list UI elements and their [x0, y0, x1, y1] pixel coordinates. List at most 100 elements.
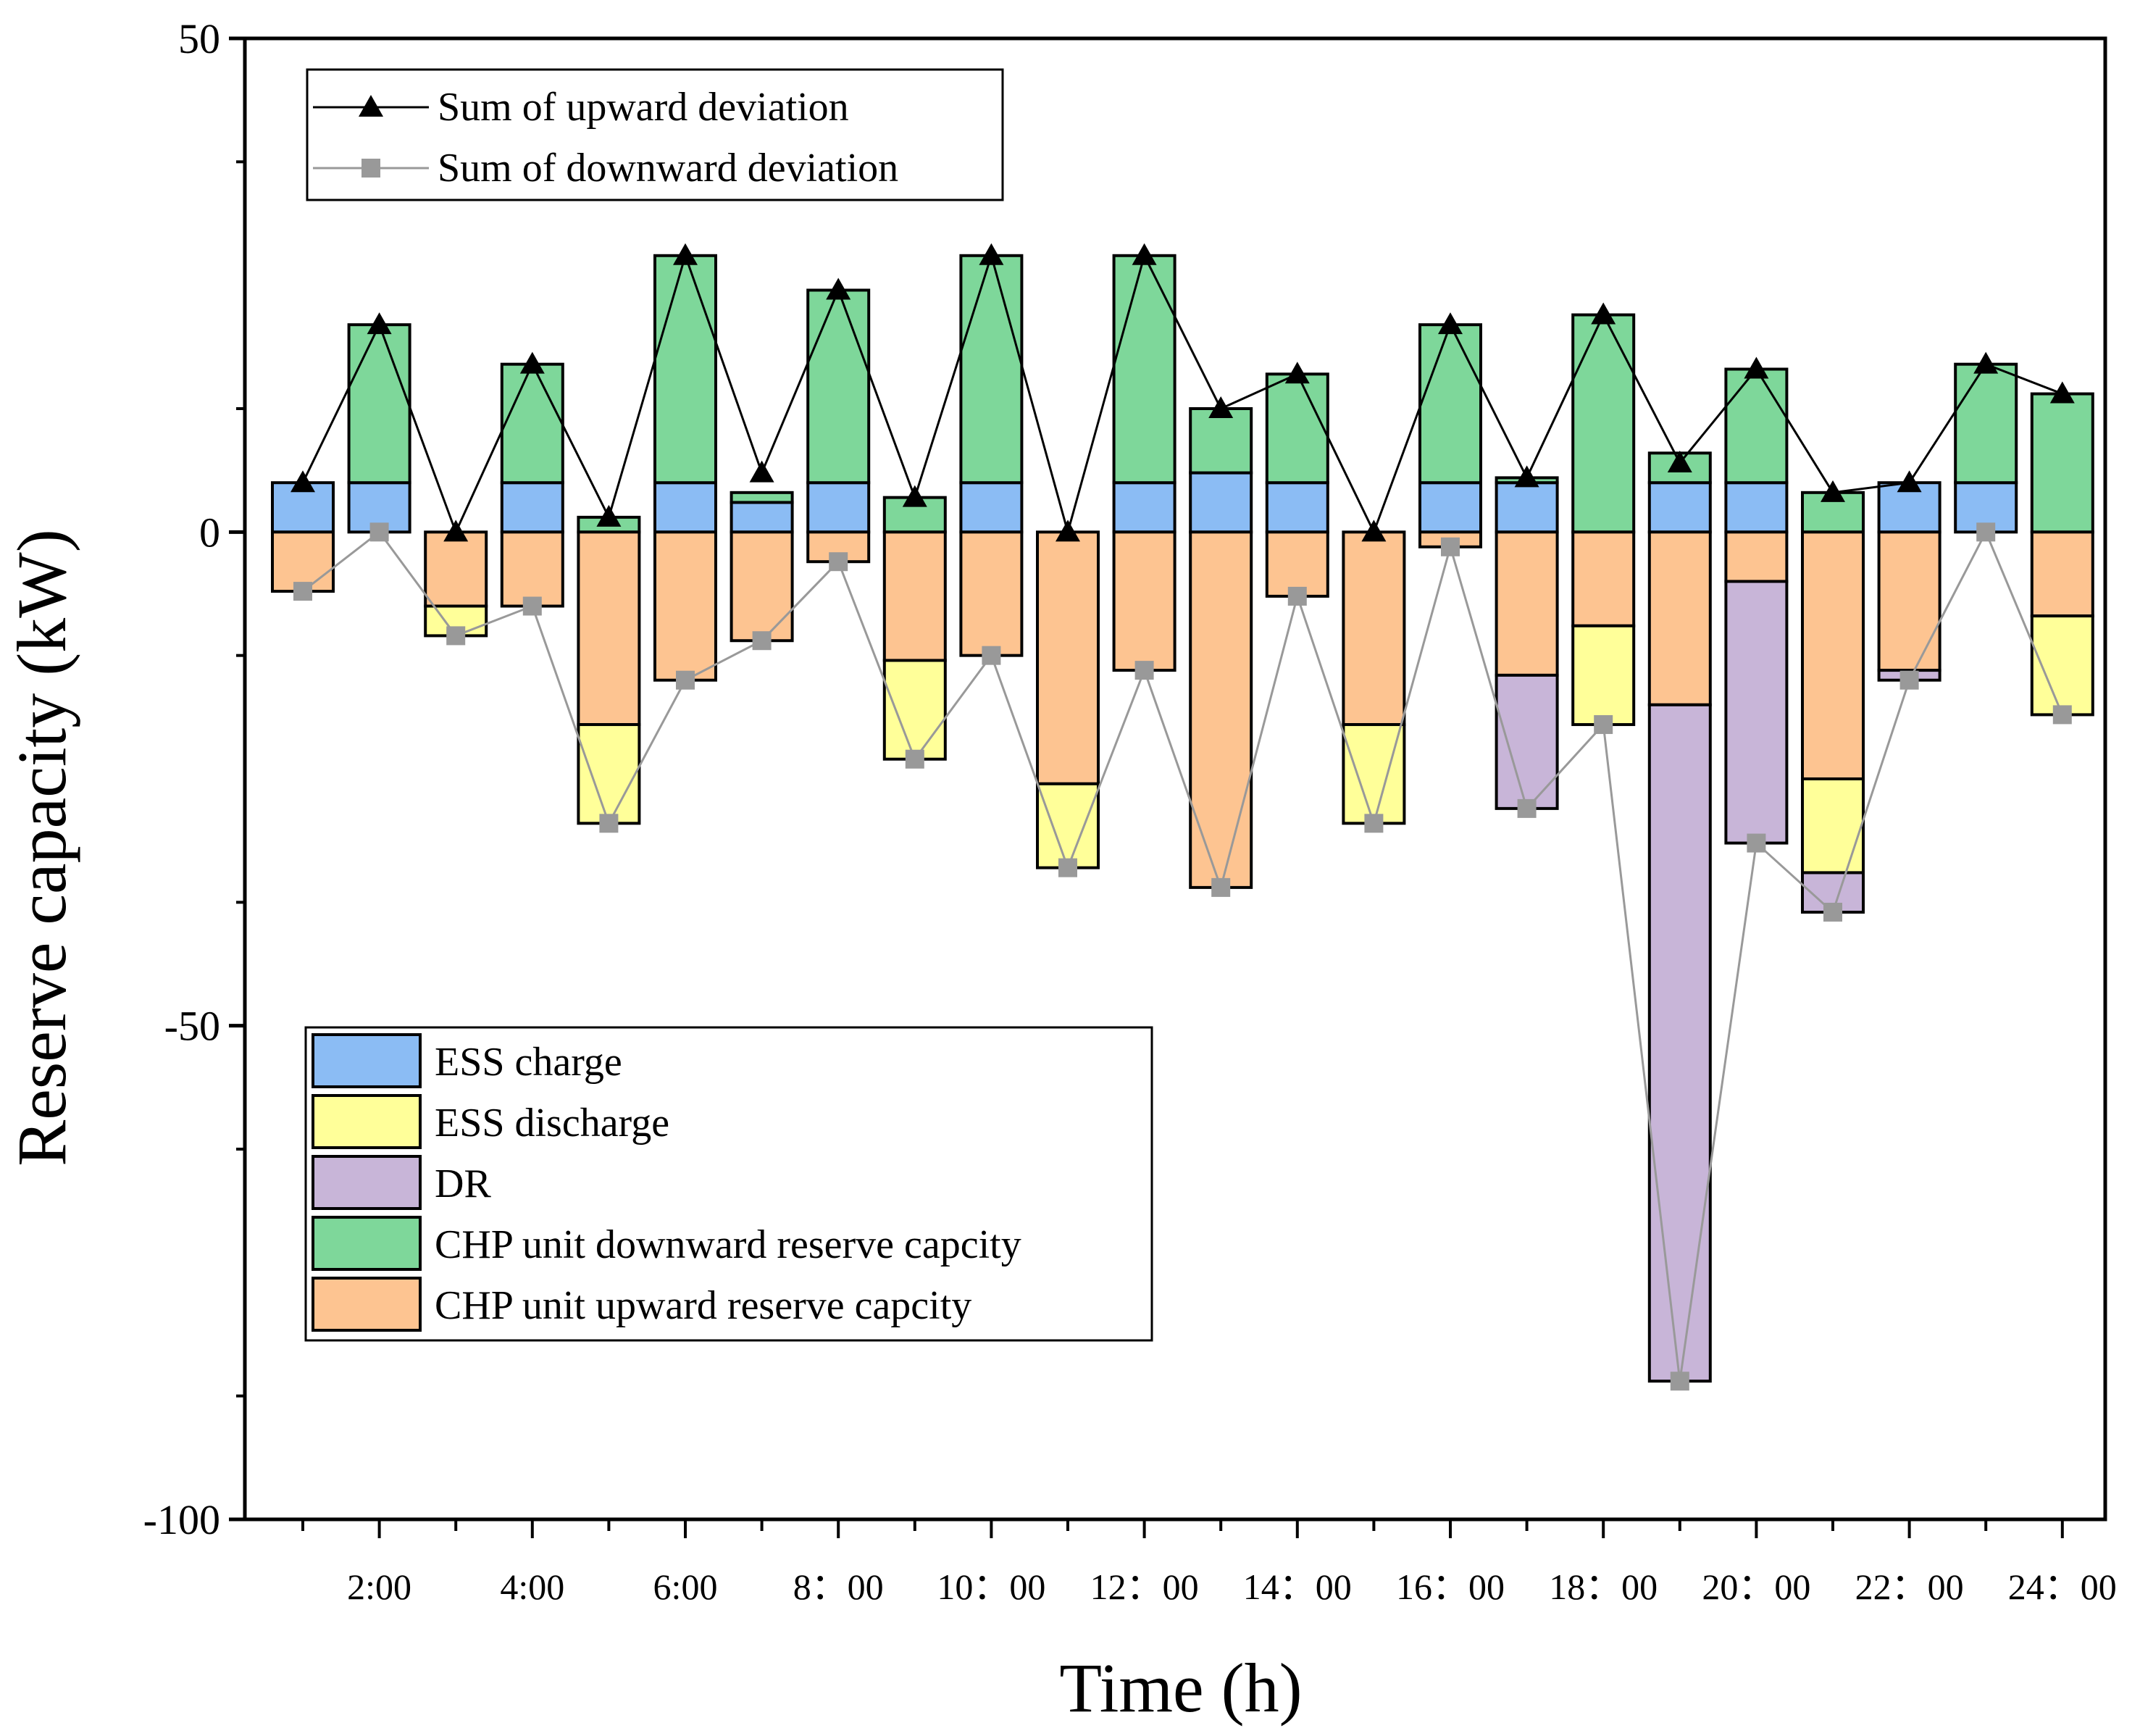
marker-downward-23 — [1976, 522, 1996, 542]
marker-upward-24 — [2049, 381, 2075, 404]
marker-upward-1 — [291, 470, 315, 493]
bar-chp-unit-downward-reserve-capcity-4 — [500, 362, 564, 485]
bar-chp-unit-downward-reserve-capcity-14 — [1265, 372, 1329, 485]
marker-downward-20 — [1747, 833, 1766, 853]
marker-upward-12 — [1132, 243, 1157, 265]
bar-chp-unit-upward-reserve-capcity-11 — [1036, 530, 1100, 785]
x-tick-label: 18：00 — [1549, 1566, 1658, 1607]
legend-lines: Sum of upward deviation Sum of downward d… — [306, 68, 1004, 201]
marker-upward-4 — [519, 351, 545, 374]
marker-upward-10 — [979, 243, 1004, 265]
bar-ess-charge-6 — [653, 481, 717, 534]
marker-upward-22 — [1897, 470, 1922, 493]
y-axis-title: Reserve capacity (kW) — [3, 529, 80, 1167]
bar-chp-unit-downward-reserve-capcity-23 — [1954, 362, 2018, 485]
marker-upward-7 — [749, 460, 774, 483]
bar-chp-unit-upward-reserve-capcity-19 — [1647, 530, 1712, 706]
marker-downward-2 — [369, 522, 389, 542]
legend-swatch — [312, 1033, 422, 1088]
bar-ess-discharge-21 — [1801, 777, 1865, 875]
bar-dr-20 — [1724, 580, 1789, 845]
bar-chp-unit-upward-reserve-capcity-4 — [500, 530, 564, 608]
marker-upward-9 — [902, 485, 927, 507]
marker-upward-8 — [826, 277, 851, 300]
marker-upward-13 — [1208, 396, 1234, 418]
legend-lines-box — [306, 68, 1004, 201]
bar-chp-unit-downward-reserve-capcity-24 — [2030, 392, 2094, 534]
bar-ess-charge-13 — [1189, 471, 1253, 534]
marker-upward-16 — [1438, 312, 1463, 335]
legend-bar-label: DR — [435, 1161, 491, 1206]
marker-downward-21 — [1823, 902, 1842, 922]
bar-ess-discharge-18 — [1571, 624, 1636, 727]
marker-downward-6 — [676, 670, 695, 690]
bar-chp-unit-upward-reserve-capcity-6 — [653, 530, 717, 682]
bar-ess-charge-19 — [1647, 481, 1712, 534]
bar-ess-discharge-15 — [1342, 723, 1406, 825]
legend-line-label: Sum of upward deviation — [438, 85, 849, 130]
marker-downward-4 — [522, 596, 542, 616]
bar-chp-unit-upward-reserve-capcity-21 — [1801, 530, 1865, 780]
marker-downward-16 — [1441, 537, 1460, 556]
legend-bar-label: ESS charge — [435, 1040, 622, 1085]
marker-downward-7 — [752, 631, 772, 651]
plot-frame — [243, 36, 2107, 1522]
line-sum-of-downward-deviation — [302, 529, 2064, 1382]
legend-swatch — [312, 1155, 422, 1210]
marker-upward-6 — [673, 243, 698, 265]
bar-chp-unit-upward-reserve-capcity-18 — [1571, 530, 1636, 627]
y-tick-label: -100 — [143, 1496, 220, 1543]
marker-downward-12 — [1134, 661, 1154, 680]
marker-downward-11 — [1058, 858, 1077, 877]
bar-ess-discharge-11 — [1036, 782, 1100, 869]
bar-chp-unit-downward-reserve-capcity-12 — [1112, 254, 1176, 485]
marker-upward-14 — [1284, 362, 1310, 384]
lines-layer — [291, 243, 2075, 1391]
legend-bar-label: CHP unit downward reserve capcity — [435, 1222, 1021, 1267]
marker-downward-10 — [982, 646, 1001, 665]
marker-downward-3 — [446, 626, 466, 646]
x-axis-title: Time (h) — [1059, 1649, 1302, 1727]
bar-chp-unit-upward-reserve-capcity-15 — [1342, 530, 1406, 727]
axes-layer: 50 0 -50 -100 2:00 4:00 6:00 8：00 10：00 12：00 14：0… — [143, 15, 2117, 1607]
bar-chp-unit-upward-reserve-capcity-14 — [1265, 530, 1329, 598]
marker-downward-18 — [1594, 715, 1613, 735]
marker-upward-23 — [1973, 351, 1999, 374]
legend-bars-box — [304, 1026, 1153, 1342]
bar-chp-unit-upward-reserve-capcity-13 — [1189, 530, 1253, 889]
x-tick-label: 6:00 — [653, 1566, 718, 1607]
legend-bar-label: ESS discharge — [435, 1101, 669, 1145]
bar-chp-unit-downward-reserve-capcity-6 — [653, 254, 717, 485]
y-tick-label: -50 — [164, 1003, 220, 1050]
marker-upward-21 — [1821, 480, 1845, 502]
bar-chp-unit-downward-reserve-capcity-16 — [1418, 323, 1482, 485]
bar-chp-unit-downward-reserve-capcity-13 — [1189, 407, 1253, 475]
bar-chp-unit-downward-reserve-capcity-8 — [806, 288, 871, 485]
marker-downward-13 — [1211, 877, 1231, 897]
legend-triangle-marker — [359, 95, 383, 117]
bar-dr-17 — [1495, 673, 1559, 810]
bar-dr-19 — [1647, 703, 1712, 1383]
y-tick-label: 0 — [199, 509, 220, 556]
bar-chp-unit-upward-reserve-capcity-10 — [959, 530, 1024, 657]
marker-downward-5 — [599, 814, 619, 833]
bar-ess-discharge-9 — [882, 659, 947, 761]
legend-bars: ESS charge ESS discharge DR CHP unit downwa… — [304, 1026, 1153, 1342]
bar-ess-charge-10 — [959, 481, 1024, 534]
bar-ess-charge-20 — [1724, 481, 1789, 534]
bar-chp-unit-upward-reserve-capcity-24 — [2030, 530, 2094, 618]
bar-chp-unit-upward-reserve-capcity-5 — [577, 530, 641, 727]
x-tick-label: 10：00 — [937, 1566, 1045, 1607]
bar-ess-discharge-5 — [577, 723, 641, 825]
marker-downward-14 — [1287, 586, 1307, 606]
legend-square-marker — [361, 159, 380, 178]
marker-upward-3 — [443, 519, 469, 542]
bar-chp-unit-upward-reserve-capcity-3 — [424, 530, 488, 608]
marker-upward-18 — [1591, 302, 1616, 325]
line-sum-of-upward-deviation — [301, 251, 2063, 536]
bars-layer — [271, 254, 2094, 1383]
marker-upward-2 — [367, 312, 392, 335]
marker-downward-17 — [1517, 798, 1537, 818]
bar-chp-unit-downward-reserve-capcity-2 — [347, 323, 411, 485]
